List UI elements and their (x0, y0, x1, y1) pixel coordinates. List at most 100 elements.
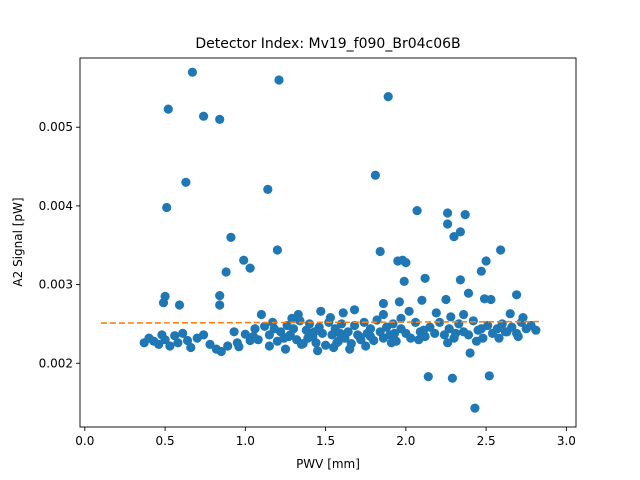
data-point (449, 232, 459, 242)
data-point (455, 275, 465, 285)
data-point (388, 319, 398, 329)
data-point (404, 306, 414, 316)
data-point (390, 328, 400, 338)
data-point (205, 339, 215, 349)
data-point (316, 306, 326, 316)
data-point (199, 330, 209, 340)
data-point (272, 245, 282, 255)
data-point (378, 298, 388, 309)
data-point (412, 206, 422, 216)
data-point (443, 219, 453, 229)
data-point (264, 341, 274, 351)
data-point (332, 338, 342, 348)
data-point (496, 245, 506, 255)
data-point (484, 371, 494, 381)
data-point (417, 295, 427, 305)
data-point (410, 317, 421, 327)
y-tick-label: 0.002 (39, 356, 73, 370)
x-tick-label: 1.0 (236, 434, 255, 448)
data-point (443, 208, 453, 218)
data-point (158, 298, 169, 308)
data-point (338, 308, 348, 318)
data-point (349, 305, 360, 315)
data-point (361, 341, 371, 351)
data-point (165, 341, 175, 351)
x-tick-label: 3.0 (557, 434, 576, 448)
data-point (354, 331, 364, 342)
data-point (455, 227, 465, 237)
data-point (444, 324, 454, 334)
data-point (401, 258, 411, 268)
data-point (240, 329, 250, 339)
data-point (173, 338, 183, 348)
data-point (186, 342, 196, 353)
data-point (160, 335, 170, 345)
data-point (513, 331, 523, 342)
data-point (383, 92, 393, 102)
data-point (486, 294, 496, 305)
data-point (365, 331, 376, 342)
data-point (430, 328, 440, 338)
data-point (288, 324, 299, 334)
data-point (284, 331, 294, 342)
data-point (446, 312, 456, 322)
data-point (337, 319, 347, 329)
data-point (443, 338, 453, 348)
data-point (162, 202, 172, 213)
data-point (269, 324, 279, 334)
y-tick-label: 0.003 (39, 278, 73, 292)
data-points (139, 67, 541, 413)
data-point (199, 111, 209, 121)
data-point (451, 328, 461, 338)
data-point (245, 263, 255, 273)
data-point (182, 335, 193, 346)
data-point (375, 246, 385, 257)
data-point (396, 313, 406, 323)
data-point (518, 313, 528, 323)
data-point (468, 316, 478, 326)
data-point (170, 331, 180, 341)
y-tick-label: 0.004 (39, 199, 73, 213)
data-point (439, 330, 449, 340)
y-tick-label: 0.005 (39, 120, 73, 134)
data-point (505, 309, 515, 319)
data-point (304, 319, 315, 329)
data-point (239, 255, 249, 265)
data-point (378, 309, 388, 320)
data-point (309, 327, 319, 337)
data-point (500, 327, 510, 337)
data-point (215, 114, 225, 124)
data-point (178, 328, 188, 338)
data-point (463, 330, 474, 340)
data-point (507, 322, 517, 332)
data-point (465, 348, 475, 358)
x-axis-label: PWV [mm] (296, 457, 360, 471)
data-point (248, 331, 258, 342)
data-point (406, 333, 416, 343)
fit-line (100, 320, 543, 324)
data-point (221, 267, 231, 277)
data-point (263, 184, 273, 194)
data-point (420, 273, 430, 283)
data-point (335, 328, 345, 338)
data-point (264, 330, 274, 340)
y-axis: 0.002 0.003 0.004 0.005 (39, 120, 80, 370)
data-point (274, 75, 284, 85)
data-point (260, 321, 270, 331)
data-point (187, 67, 197, 77)
data-point (321, 340, 331, 350)
data-point (463, 288, 474, 298)
data-point (223, 341, 233, 351)
data-point (181, 177, 191, 187)
data-point (460, 210, 470, 220)
plot-background (80, 58, 576, 427)
plot-area (79, 57, 577, 428)
data-point (511, 290, 522, 300)
x-tick-label: 0.5 (156, 434, 175, 448)
data-point (345, 344, 355, 354)
data-point (497, 319, 507, 329)
data-point (313, 346, 323, 356)
data-point (250, 324, 260, 334)
data-point (481, 256, 491, 266)
data-point (414, 335, 424, 345)
